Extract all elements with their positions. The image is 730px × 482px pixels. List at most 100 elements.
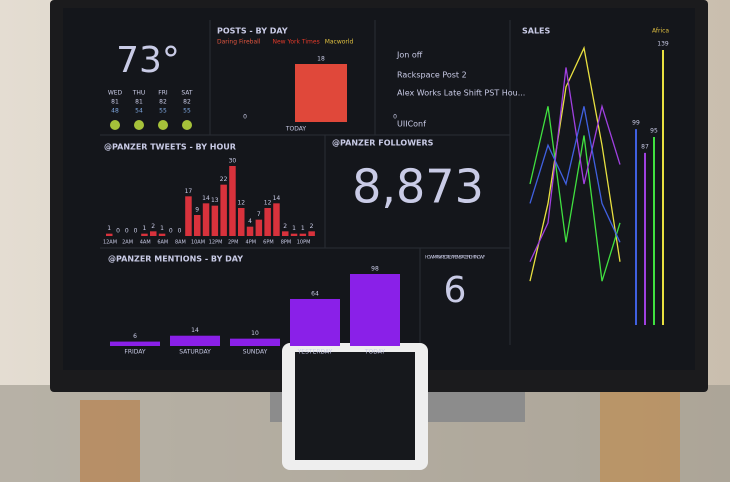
low: 55 [183,108,191,115]
panel-title: POSTS - BY DAY [217,27,288,36]
space-count: 6 [444,270,467,311]
value-label: 14 [202,195,210,202]
sales-line [529,45,621,282]
value-label: 1 [107,225,111,232]
bar [220,184,227,236]
weather-icon [134,120,144,130]
bar [290,233,298,236]
follower-count: 8,873 [352,160,484,214]
value-label: 2 [151,223,155,230]
x-label: 6AM [157,240,168,246]
day: FRI [158,90,168,97]
value-label: 95 [650,128,658,135]
value-label: 13 [211,197,219,204]
bar [282,231,289,236]
value-label: 99 [632,120,640,127]
bar [202,203,210,236]
value-label: 0 [116,228,120,235]
low: 54 [135,108,143,115]
bar [255,219,263,236]
x-label: 6PM [263,240,274,246]
value-label: 22 [220,176,228,183]
value-label: 12 [237,200,245,207]
legend-entry: Africa [652,28,669,35]
legend-entry: New York Times [273,39,320,46]
temperature: 73° [116,40,180,81]
high: 82 [183,99,191,106]
value-label: 64 [311,290,319,297]
bar [158,233,166,236]
value-label: 30 [229,158,237,165]
table-leg [600,390,680,482]
panel-dividers [100,20,511,360]
x-label: 8PM [281,240,292,246]
x-label: 2PM [228,240,239,246]
value-label: 0 [125,228,129,235]
value-label: 6 [133,333,137,340]
panel-title: SALES [522,27,551,36]
x-label: 12AM [103,240,117,246]
x-label: 4PM [246,240,257,246]
dashboard: 73° WED 81 48 THU 81 54 FRI 82 55 SAT 82 55 POSTS - B… [103,27,669,356]
sales-line [529,106,621,282]
question: HOW MANY PEOPLE ARE IN SPACE RIGHT NOW? [425,255,486,261]
bar [273,203,280,236]
bar [211,205,219,236]
value-label: 0 [178,228,182,235]
value-label: 1 [292,225,296,232]
category-label: TODAY [285,126,307,133]
weather-icon [158,120,168,130]
low: 55 [159,108,167,115]
day: THU [132,90,146,97]
value-label: 7 [257,211,261,218]
legend-entry: Macworld [325,39,354,46]
value-label: 17 [185,188,193,195]
x-label: 4AM [140,240,151,246]
category-label: TODAY [364,349,386,356]
bar [350,274,400,346]
bar [299,233,307,236]
value-label: 87 [641,143,649,150]
bar [194,215,201,236]
value-label: 2 [283,223,287,230]
value-label: 12 [264,200,272,207]
value-label: 0 [134,228,138,235]
day: SAT [181,90,193,97]
value-label: 14 [273,195,281,202]
category-label: FRIDAY [124,349,146,356]
panel-title: @PANZER TWEETS - BY HOUR [104,143,236,152]
panel-title: @PANZER MENTIONS - BY DAY [108,255,243,264]
bar [246,226,254,236]
bar [290,298,340,346]
value-label: 2 [310,223,314,230]
value-label: 18 [317,56,325,63]
x-label: 2AM [122,240,133,246]
bar [238,208,245,236]
value-label: 98 [371,266,379,273]
value-label: 0 [393,114,397,121]
value-label: 14 [191,327,199,334]
bar [185,196,192,236]
value-label: 4 [248,218,252,225]
bar [141,233,148,236]
high: 81 [111,99,119,106]
sales-line [529,67,621,263]
category-label: YESTERDAY [297,349,333,356]
high: 81 [135,99,143,106]
panel-title: @PANZER FOLLOWERS [332,139,434,148]
feed-item: Rackspace Post 2 [397,71,467,80]
sales-line [529,106,621,243]
weather-icon [182,120,192,130]
x-label: 12PM [209,240,223,246]
category-label: SATURDAY [179,349,211,356]
bar [170,335,220,346]
table-leg [80,400,140,482]
bar [106,233,113,236]
weather-icon [110,120,120,130]
x-label: 10PM [297,240,311,246]
x-label: 8AM [175,240,186,246]
feed-item: Alex Works Late Shift PST Hou... [397,89,525,98]
bar [150,231,157,236]
